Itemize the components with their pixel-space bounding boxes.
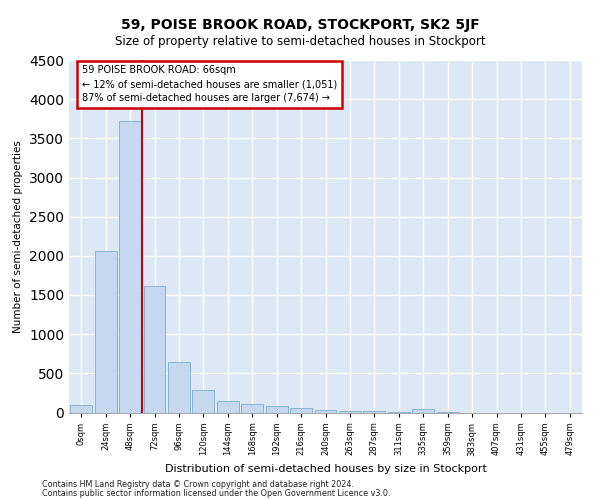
Bar [119,121,141,412]
Bar [70,404,92,412]
Bar [193,390,214,412]
Bar [339,410,361,412]
Bar [266,406,287,412]
Text: 59, POISE BROOK ROAD, STOCKPORT, SK2 5JF: 59, POISE BROOK ROAD, STOCKPORT, SK2 5JF [121,18,479,32]
Bar [95,251,116,412]
Bar [217,401,239,412]
Bar [241,404,263,412]
Bar [314,410,337,412]
Text: 59 POISE BROOK ROAD: 66sqm
← 12% of semi-detached houses are smaller (1,051)
87%: 59 POISE BROOK ROAD: 66sqm ← 12% of semi… [82,66,337,104]
Bar [168,362,190,412]
Text: Contains HM Land Registry data © Crown copyright and database right 2024.: Contains HM Land Registry data © Crown c… [42,480,354,489]
Y-axis label: Number of semi-detached properties: Number of semi-detached properties [13,140,23,332]
Text: Size of property relative to semi-detached houses in Stockport: Size of property relative to semi-detach… [115,35,485,48]
Text: Contains public sector information licensed under the Open Government Licence v3: Contains public sector information licen… [42,488,391,498]
X-axis label: Distribution of semi-detached houses by size in Stockport: Distribution of semi-detached houses by … [164,464,487,474]
Bar [412,408,434,412]
Bar [143,286,166,412]
Bar [290,408,312,412]
